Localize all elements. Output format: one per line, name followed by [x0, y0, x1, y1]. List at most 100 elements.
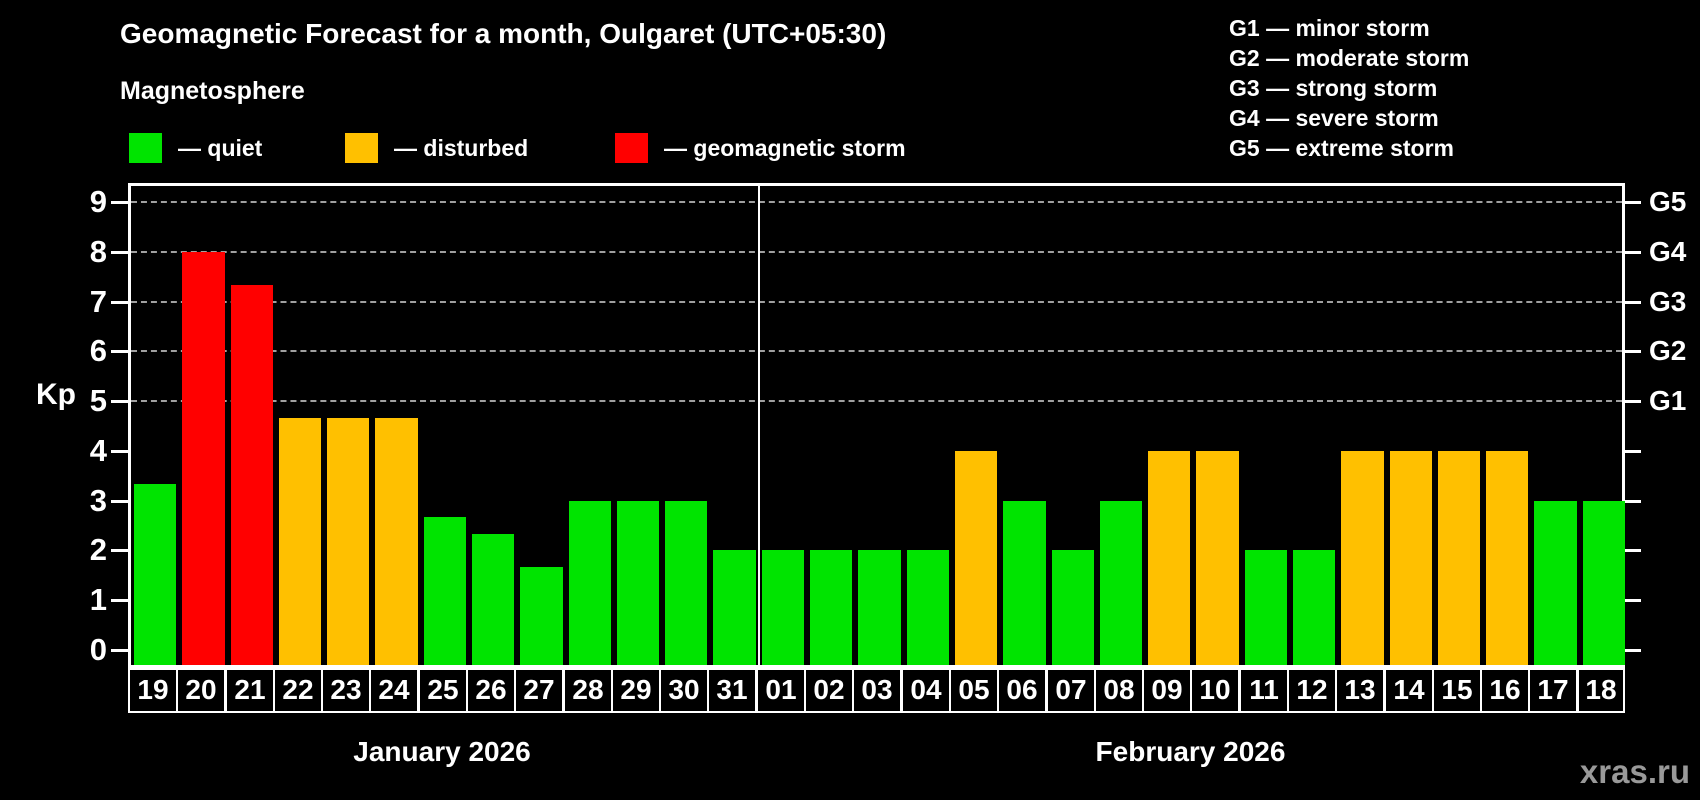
disturbed-label: — disturbed	[394, 134, 529, 161]
right-tick-kp-7	[1625, 300, 1641, 304]
day-label-08: 08	[1094, 668, 1144, 713]
kp-bar-day-10	[1196, 450, 1239, 665]
right-tick-kp-9	[1625, 200, 1641, 204]
right-axis-label-g4: G4	[1649, 235, 1687, 267]
day-label-28: 28	[563, 668, 613, 713]
y-axis-label-4: 4	[89, 432, 107, 468]
left-tick-kp-9	[111, 200, 128, 204]
day-label-15: 15	[1432, 668, 1482, 713]
right-axis-label-g1: G1	[1649, 385, 1687, 417]
day-label-21: 21	[225, 668, 275, 713]
day-label-07: 07	[1046, 668, 1096, 713]
kp-bar-day-02	[810, 550, 853, 665]
y-axis-label-1: 1	[89, 582, 107, 618]
right-tick-kp-3	[1625, 499, 1641, 503]
kp-bar-day-17	[1534, 500, 1577, 665]
kp-bar-day-27	[520, 566, 563, 665]
kp-bar-day-25	[423, 517, 467, 665]
left-tick-kp-4	[111, 449, 128, 453]
y-axis-label-2: 2	[89, 532, 107, 568]
day-label-04: 04	[901, 668, 951, 713]
y-axis-label-6: 6	[89, 333, 107, 369]
gridline-kp-8	[131, 250, 1622, 253]
left-tick-kp-3	[111, 499, 128, 503]
day-label-12: 12	[1287, 668, 1337, 713]
y-axis-label-3: 3	[89, 482, 107, 518]
day-label-03: 03	[852, 668, 902, 713]
storm-scale-item-g4: G4 — severe storm	[1229, 105, 1439, 131]
kp-bar-day-14	[1389, 450, 1432, 665]
y-axis-label-5: 5	[89, 383, 107, 419]
gridline-kp-6	[131, 350, 1622, 353]
left-tick-kp-6	[111, 350, 128, 354]
kp-bar-day-03	[858, 550, 901, 665]
kp-bar-day-24	[375, 417, 418, 665]
kp-bar-day-05	[954, 450, 998, 665]
right-tick-kp-2	[1625, 549, 1641, 553]
kp-bar-day-20	[182, 251, 225, 665]
plot-area	[128, 183, 1625, 668]
day-label-25: 25	[418, 668, 468, 713]
right-tick-kp-0	[1625, 649, 1641, 652]
kp-bar-day-26	[472, 534, 515, 665]
day-label-01: 01	[756, 668, 806, 713]
disturbed-color-swatch	[345, 133, 378, 163]
day-label-22: 22	[273, 668, 323, 713]
day-label-17: 17	[1528, 668, 1578, 713]
kp-bar-day-30	[665, 500, 708, 665]
kp-bar-day-23	[327, 417, 370, 665]
kp-bar-day-28	[568, 500, 611, 665]
y-axis-label-9: 9	[89, 183, 107, 219]
day-label-16: 16	[1480, 668, 1530, 713]
left-tick-kp-5	[111, 400, 128, 404]
kp-bar-day-08	[1099, 500, 1143, 665]
left-tick-kp-8	[111, 250, 128, 254]
kp-axis-title: Kp	[36, 378, 76, 411]
day-label-06: 06	[997, 668, 1047, 713]
left-tick-kp-2	[111, 549, 128, 553]
day-label-18: 18	[1577, 668, 1625, 713]
gridline-kp-9	[131, 200, 1622, 203]
legend-item-storm: — geomagnetic storm	[615, 131, 906, 165]
right-axis-label-g5: G5	[1649, 185, 1687, 217]
day-label-24: 24	[369, 668, 419, 713]
day-label-26: 26	[466, 668, 516, 713]
kp-bar-day-09	[1148, 450, 1191, 665]
month-label-january: January 2026	[353, 736, 531, 767]
left-tick-kp-1	[111, 599, 128, 603]
magnetosphere-label: Magnetosphere	[120, 77, 305, 105]
storm-scale-item-g1: G1 — minor storm	[1229, 15, 1430, 41]
storm-scale-item-g2: G2 — moderate storm	[1229, 45, 1470, 71]
month-divider-line	[757, 186, 760, 665]
day-label-13: 13	[1335, 668, 1385, 713]
gridline-kp-5	[131, 400, 1622, 403]
right-axis-label-g3: G3	[1649, 285, 1687, 317]
watermark: xras.ru	[1579, 753, 1690, 790]
kp-bar-day-13	[1341, 450, 1384, 665]
legend-item-disturbed: — disturbed	[345, 131, 528, 165]
storm-color-swatch	[615, 133, 648, 163]
kp-bar-day-18	[1582, 500, 1625, 665]
kp-bar-day-07	[1051, 550, 1094, 665]
legend-item-quiet: — quiet	[129, 131, 262, 165]
day-label-02: 02	[804, 668, 854, 713]
day-label-31: 31	[707, 668, 757, 713]
y-axis-label-0: 0	[89, 632, 107, 667]
y-axis-label-7: 7	[89, 283, 107, 319]
day-label-30: 30	[659, 668, 709, 713]
kp-bar-day-16	[1486, 450, 1529, 665]
chart-title: Geomagnetic Forecast for a month, Oulgar…	[120, 18, 887, 49]
kp-bar-day-06	[1003, 500, 1046, 665]
right-tick-kp-5	[1625, 400, 1641, 404]
month-label-february: February 2026	[1095, 736, 1286, 767]
quiet-color-swatch	[129, 133, 162, 163]
kp-bar-day-19	[134, 484, 177, 665]
left-tick-kp-7	[111, 300, 128, 304]
right-tick-kp-1	[1625, 599, 1641, 603]
kp-bar-day-04	[906, 550, 949, 665]
day-label-27: 27	[514, 668, 564, 713]
day-label-row: 19 20 21 22 23 24 25 26 27 28 29 30 31 01 02 03 04 05 06 07…	[128, 668, 1625, 713]
kp-bar-day-15	[1437, 450, 1481, 665]
day-label-09: 09	[1142, 668, 1192, 713]
